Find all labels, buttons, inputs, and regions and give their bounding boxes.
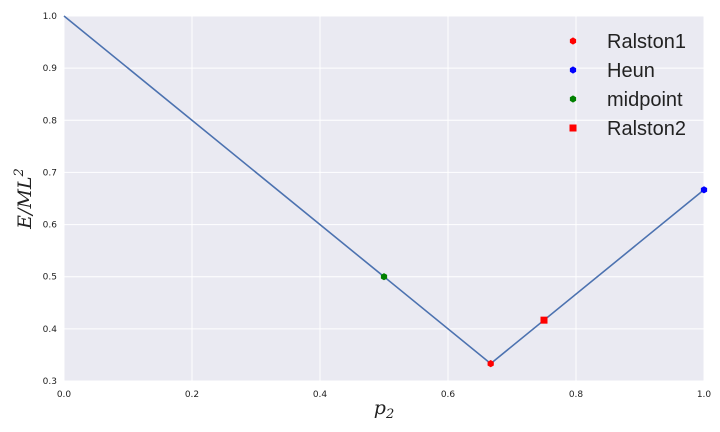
ralston1-marker	[487, 360, 494, 368]
legend-heun-marker	[569, 66, 577, 74]
x-tick-label: 0.0	[57, 390, 72, 400]
x-tick-label: 0.6	[441, 390, 456, 400]
y-tick-label: 0.7	[43, 168, 57, 178]
legend-midpoint-marker	[569, 95, 577, 103]
y-tick-label: 0.8	[43, 116, 58, 126]
markers-layer	[380, 186, 708, 368]
legend-label-heun: Heun	[607, 60, 655, 82]
tick-labels: 0.0 0.2 0.4 0.6 0.8 1.0 0.3 0.4 0.5 0.6 0.7 0.8 0.9 1…	[43, 12, 712, 400]
x-tick-label: 1.0	[697, 390, 712, 400]
x-tick-label: 0.2	[185, 390, 199, 400]
y-axis-label: E/ML2	[12, 168, 36, 230]
legend-label-ralston1: Ralston1	[607, 31, 686, 53]
grid-lines	[63, 15, 705, 382]
legend-ralston2-marker	[569, 124, 577, 132]
x-axis-label: p2	[374, 397, 394, 422]
y-tick-label: 0.9	[43, 64, 58, 74]
legend-label-ralston2: Ralston2	[607, 118, 686, 140]
y-tick-label: 0.6	[43, 221, 58, 231]
legend-label-midpoint: midpoint	[607, 89, 683, 111]
ralston2-marker	[540, 316, 548, 324]
y-tick-label: 0.4	[43, 325, 58, 335]
legend-ralston1-marker	[569, 37, 577, 45]
midpoint-marker	[380, 273, 388, 281]
y-tick-label: 0.3	[43, 377, 57, 387]
legend: Ralston1 Heun midpoint Ralston2	[569, 31, 686, 140]
y-tick-label: 1.0	[43, 12, 58, 22]
x-tick-label: 0.4	[313, 390, 328, 400]
y-tick-label: 0.5	[43, 273, 57, 283]
x-tick-label: 0.8	[569, 390, 584, 400]
plot-area	[64, 16, 704, 381]
heun-marker	[700, 186, 708, 194]
